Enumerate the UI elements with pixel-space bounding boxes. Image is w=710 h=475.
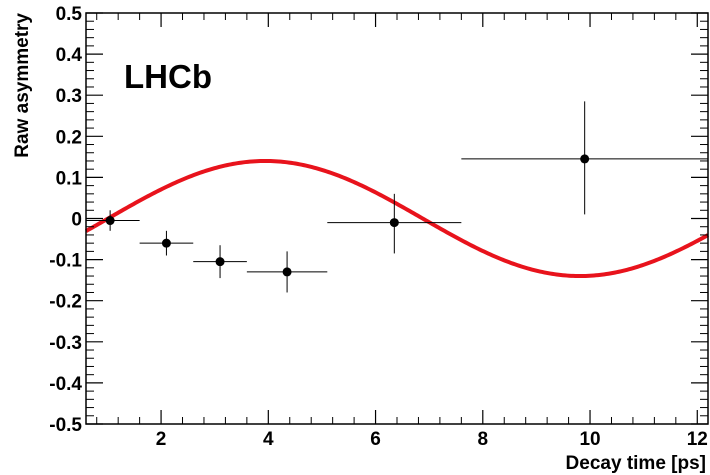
y-tick-label: -0.2 [49,292,82,313]
y-axis-title: Raw asymmetry [12,13,33,158]
data-point [161,238,171,248]
y-tick-label: 0.3 [56,86,82,107]
data-point-group [461,101,708,215]
data-point-group [193,245,247,279]
y-tick-label: 0 [71,210,82,231]
x-tick-label: 4 [263,429,274,450]
data-point-group [327,193,462,254]
fit-curve [85,158,709,279]
lhcb-logo-label: LHCb [124,58,212,95]
data-point [215,257,225,267]
y-tick-label: -0.3 [49,333,82,354]
x-tick-label: 10 [579,429,600,450]
data-point [580,154,590,164]
y-tick-label: 0.1 [56,168,83,189]
data-point-group [246,251,328,293]
y-tick-label: -0.5 [49,415,82,436]
y-tick-label: 0.2 [56,127,82,148]
data-point [389,218,399,228]
x-tick-label: 6 [370,429,381,450]
data-point [282,267,292,277]
x-axis-title: Decay time [ps] [566,453,706,474]
x-tick-label: 8 [478,429,489,450]
y-tick-label: 0.5 [56,4,83,25]
y-tick-label: -0.4 [49,374,82,395]
x-tick-label: 2 [156,429,167,450]
data-point [105,216,115,226]
data-point-group [86,210,140,231]
x-tick-label: 12 [687,429,708,450]
data-point-group [139,230,194,256]
y-tick-label: -0.1 [49,251,82,272]
y-tick-label: 0.4 [56,45,83,66]
